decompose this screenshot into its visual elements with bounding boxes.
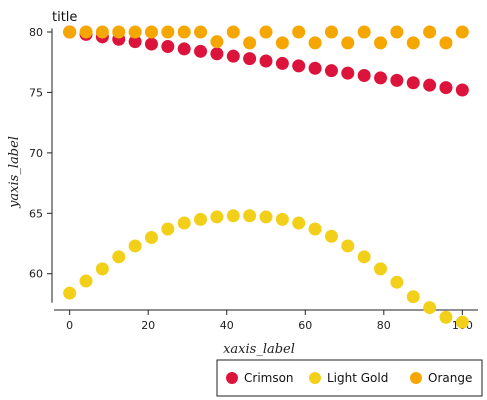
light-gold-point [341,239,355,253]
orange-point [374,36,388,50]
light-gold-point [128,239,142,253]
legend-marker-crimson [226,372,238,384]
light-gold-point [292,216,306,230]
light-gold-point [95,262,109,276]
light-gold-point [390,275,404,289]
orange-point [194,25,208,39]
y-axis-label: yaxis_label [7,136,22,209]
crimson-point [324,64,338,78]
light-gold-point [455,315,469,329]
axes: 0204060801006065707580 [29,26,479,332]
orange-point [357,25,371,39]
crimson-point [243,52,257,66]
light-gold-point [144,230,158,244]
light-gold-point [161,222,175,236]
x-tick-label: 40 [220,319,234,332]
orange-point [292,25,306,39]
series-orange [63,25,469,50]
light-gold-point [177,216,191,230]
crimson-point [128,35,142,49]
y-tick-label: 65 [29,207,43,220]
y-tick-label: 80 [29,26,43,39]
crimson-point [423,78,437,92]
orange-point [406,36,420,50]
orange-point [341,36,355,50]
x-tick-label: 0 [66,319,73,332]
orange-point [243,36,257,50]
crimson-point [341,66,355,80]
crimson-point [144,37,158,51]
legend-label-light-gold: Light Gold [327,371,388,385]
legend-label-crimson: Crimson [244,371,294,385]
crimson-point [292,59,306,73]
crimson-point [374,71,388,85]
orange-point [226,25,240,39]
chart-title: title [52,10,77,25]
y-tick-label: 75 [29,86,43,99]
crimson-point [259,54,273,68]
orange-point [324,25,338,39]
light-gold-point [226,209,240,223]
orange-point [308,36,322,50]
light-gold-point [79,274,93,288]
crimson-point [357,69,371,83]
orange-point [63,25,77,39]
legend-label-orange: Orange [428,371,472,385]
crimson-point [455,83,469,97]
crimson-point [439,81,453,95]
y-tick-label: 70 [29,147,43,160]
crimson-point [161,40,175,54]
light-gold-point [275,212,289,226]
orange-point [259,25,273,39]
crimson-point [177,42,191,56]
orange-point [210,35,224,49]
crimson-point [308,61,322,75]
orange-point [275,36,289,50]
orange-point [95,25,109,39]
x-tick-label: 60 [298,319,312,332]
light-gold-point [357,250,371,264]
orange-point [128,25,142,39]
orange-point [161,25,175,39]
x-tick-label: 80 [377,319,391,332]
legend: Crimson Light Gold Orange [216,359,483,397]
light-gold-point [308,222,322,236]
light-gold-point [406,290,420,304]
light-gold-point [259,210,273,224]
crimson-point [390,73,404,87]
legend-marker-light-gold [309,372,321,384]
crimson-point [226,49,240,63]
orange-point [390,25,404,39]
orange-point [112,25,126,39]
light-gold-point [439,310,453,324]
crimson-point [406,76,420,90]
crimson-point [275,56,289,70]
light-gold-point [243,209,257,223]
light-gold-point [194,212,208,226]
series-light-gold [63,209,469,329]
series-crimson [63,25,469,97]
orange-point [423,25,437,39]
orange-point [177,25,191,39]
light-gold-point [210,210,224,224]
light-gold-point [374,262,388,276]
legend-marker-orange [410,372,422,384]
data-points [63,25,469,329]
light-gold-point [112,250,126,264]
legend-box [216,359,483,397]
light-gold-point [63,286,77,300]
crimson-point [210,47,224,61]
orange-point [439,36,453,50]
crimson-point [194,44,208,58]
orange-point [455,25,469,39]
y-tick-label: 60 [29,268,43,281]
orange-point [144,25,158,39]
x-tick-label: 20 [141,319,155,332]
light-gold-point [324,229,338,243]
x-axis-label: xaxis_label [223,342,295,357]
orange-point [79,25,93,39]
light-gold-point [423,301,437,315]
